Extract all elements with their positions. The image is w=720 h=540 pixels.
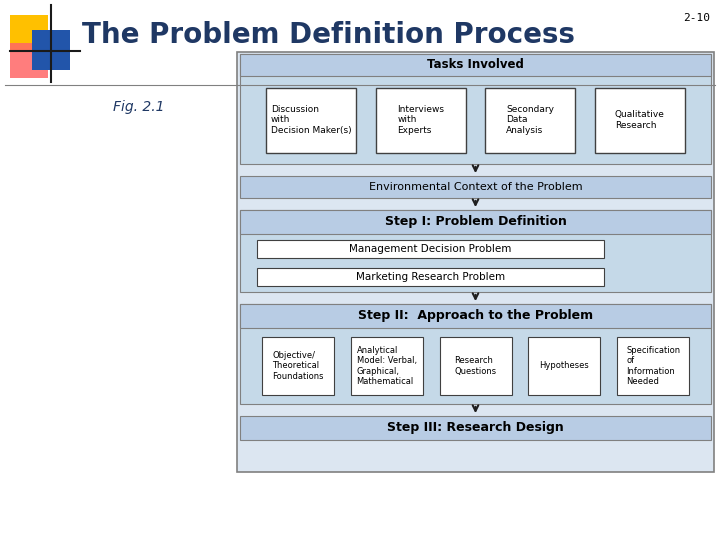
Text: Analytical
Model: Verbal,
Graphical,
Mathematical: Analytical Model: Verbal, Graphical, Mat… xyxy=(356,346,417,386)
Bar xyxy=(351,337,423,395)
Bar xyxy=(32,30,70,70)
Bar xyxy=(257,240,604,258)
Bar xyxy=(240,54,711,76)
Text: Step I: Problem Definition: Step I: Problem Definition xyxy=(384,215,567,228)
Bar xyxy=(617,337,689,395)
Text: Step III: Research Design: Step III: Research Design xyxy=(387,422,564,435)
Bar xyxy=(439,337,511,395)
Bar xyxy=(240,176,711,198)
Text: Marketing Research Problem: Marketing Research Problem xyxy=(356,272,505,282)
Bar xyxy=(266,87,356,152)
Text: Management Decision Problem: Management Decision Problem xyxy=(349,244,512,254)
Bar xyxy=(262,337,334,395)
Text: Research
Questions: Research Questions xyxy=(454,356,497,376)
Text: Objective/
Theoretical
Foundations: Objective/ Theoretical Foundations xyxy=(272,351,323,381)
Bar xyxy=(10,15,48,50)
Bar xyxy=(237,52,714,472)
Text: The Problem Definition Process: The Problem Definition Process xyxy=(82,21,575,49)
Bar xyxy=(240,54,711,164)
Bar xyxy=(240,210,711,234)
Text: Tasks Involved: Tasks Involved xyxy=(427,58,524,71)
Bar xyxy=(240,210,711,292)
Bar xyxy=(240,416,711,440)
Bar xyxy=(376,87,466,152)
Bar xyxy=(485,87,575,152)
Bar xyxy=(257,268,604,286)
Bar xyxy=(10,43,48,78)
Text: 2-10: 2-10 xyxy=(683,13,710,23)
Text: Secondary
Data
Analysis: Secondary Data Analysis xyxy=(506,105,554,135)
Text: Interviews
with
Experts: Interviews with Experts xyxy=(397,105,444,135)
Text: Hypotheses: Hypotheses xyxy=(539,361,589,370)
Bar xyxy=(240,304,711,404)
Bar xyxy=(595,87,685,152)
Bar xyxy=(528,337,600,395)
Text: Specification
of
Information
Needed: Specification of Information Needed xyxy=(626,346,680,386)
Text: Fig. 2.1: Fig. 2.1 xyxy=(113,100,164,114)
Text: Discussion
with
Decision Maker(s): Discussion with Decision Maker(s) xyxy=(271,105,351,135)
Text: Qualitative
Research: Qualitative Research xyxy=(615,110,665,130)
Bar xyxy=(240,304,711,328)
Text: Environmental Context of the Problem: Environmental Context of the Problem xyxy=(369,182,582,192)
Text: Step II:  Approach to the Problem: Step II: Approach to the Problem xyxy=(358,309,593,322)
